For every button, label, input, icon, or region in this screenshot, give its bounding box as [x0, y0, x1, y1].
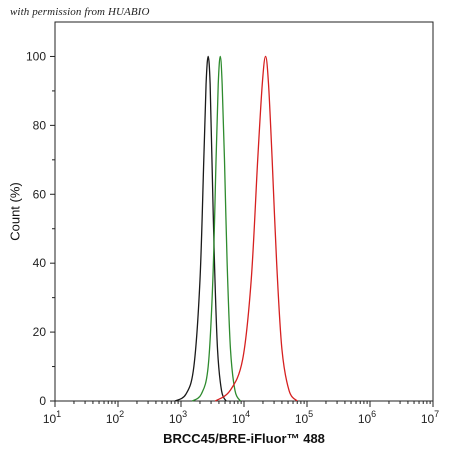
y-tick-label: 80: [33, 118, 47, 132]
plot-area: [54, 21, 434, 402]
x-tick-label: 106: [358, 409, 376, 426]
series-line-1: [174, 55, 227, 402]
x-tick-label: 102: [106, 409, 124, 426]
y-axis-title: Count (%): [7, 182, 22, 241]
x-tick-label: 107: [421, 409, 439, 426]
x-tick-label: 104: [232, 409, 250, 426]
y-tick-label: 20: [33, 325, 47, 339]
x-tick-label: 105: [295, 409, 313, 426]
y-tick-label: 60: [33, 187, 47, 201]
y-tick-label: 40: [33, 256, 47, 270]
x-tick-label: 101: [43, 409, 61, 426]
y-tick-label: 0: [39, 394, 46, 408]
plot-frame: [54, 21, 434, 402]
series-line-3: [214, 55, 298, 402]
series-line-2: [191, 55, 242, 402]
x-tick-label: 103: [169, 409, 187, 426]
watermark-text: with permission from HUABIO: [10, 6, 150, 18]
y-tick-label: 100: [26, 49, 46, 63]
x-axis-ticks: 101 102 103 104 105 106 107: [43, 401, 439, 426]
x-axis-title: BRCC45/BRE-iFluor™ 488: [163, 431, 325, 446]
y-axis-ticks: 0 20 40 60 80 100: [26, 49, 55, 408]
